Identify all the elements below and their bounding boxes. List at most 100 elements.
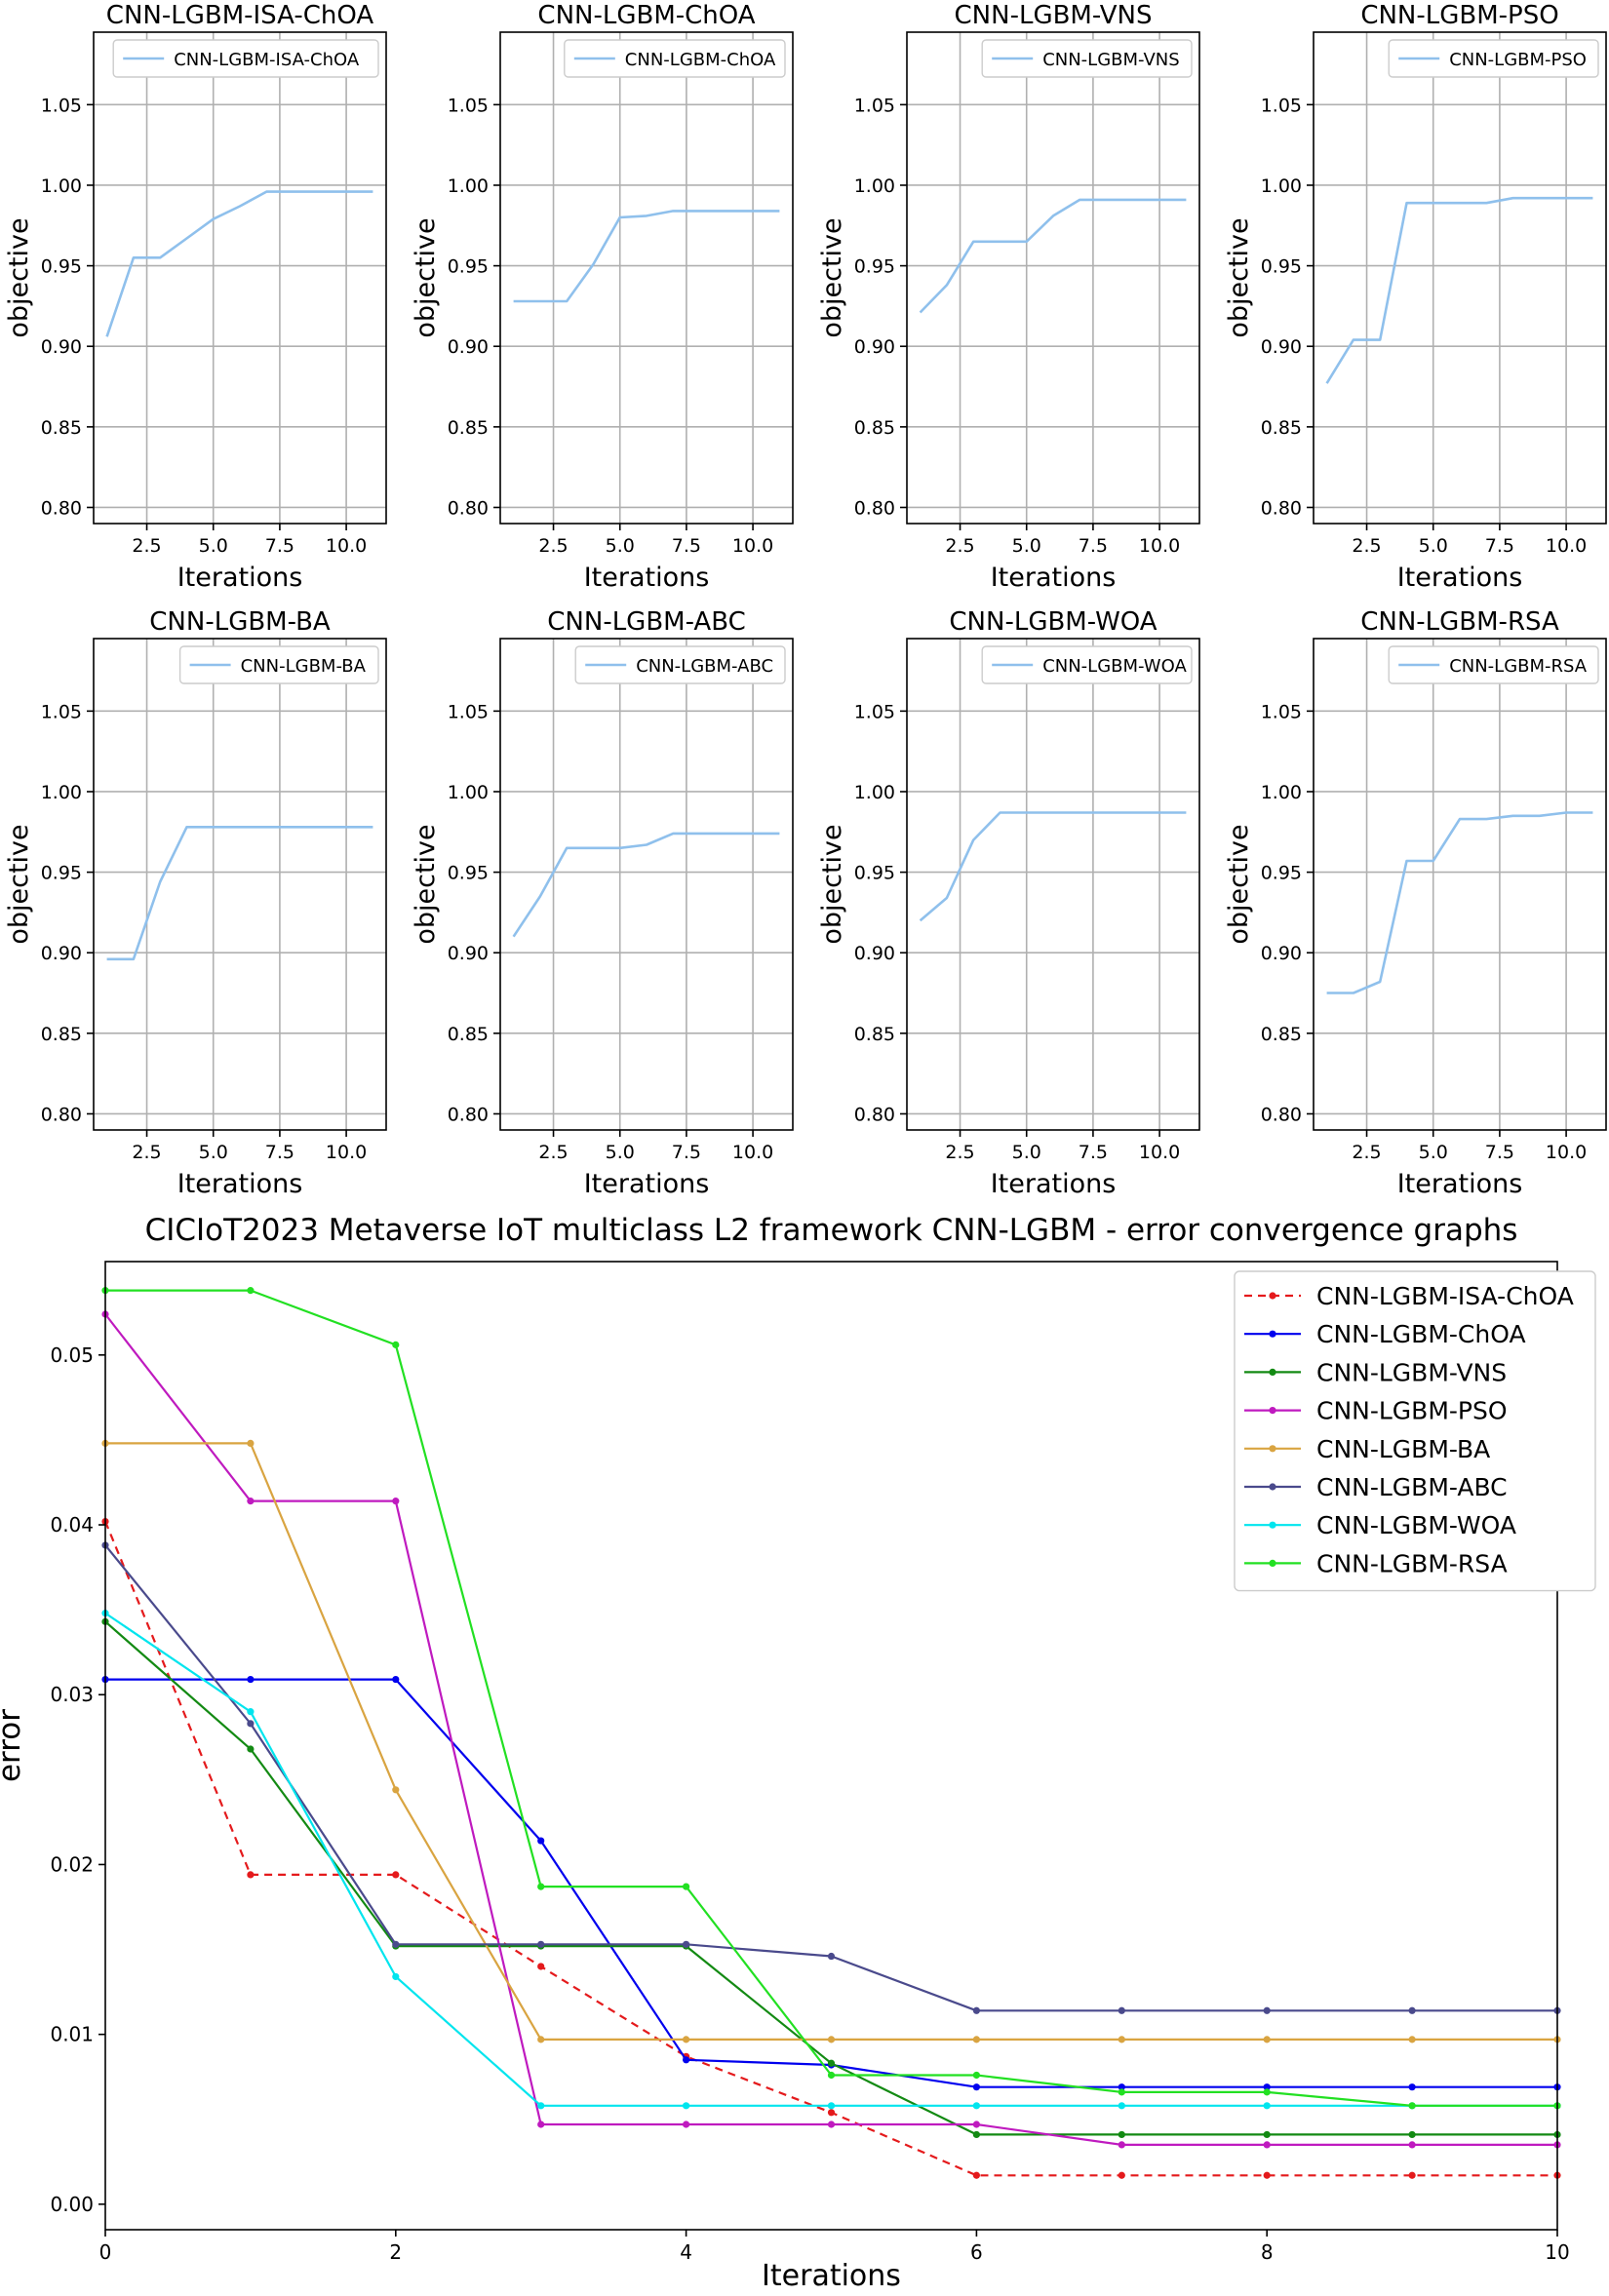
data-point xyxy=(247,1498,255,1505)
x-tick-label: 2.5 xyxy=(132,535,161,557)
y-tick-label: 1.00 xyxy=(41,782,82,803)
legend-box xyxy=(1388,39,1599,78)
x-tick-label: 10.0 xyxy=(1546,535,1587,557)
legend-label: CNN-LGBM-ABC xyxy=(636,656,773,677)
subplot-7: 2.5 5.0 7.5 10.0 0.80 0.85 0.90 0.95 1.00 1.05 CNN… xyxy=(1224,607,1607,1199)
y-tick-label: 0.95 xyxy=(854,863,895,884)
x-tick-label: 2.5 xyxy=(945,535,974,557)
data-point xyxy=(1263,2130,1271,2139)
y-tick-label: 0.95 xyxy=(1261,863,1302,884)
x-tick-label: 7.5 xyxy=(265,1142,294,1163)
y-axis-label: error xyxy=(0,1709,27,1782)
data-point xyxy=(827,2121,836,2128)
data-point xyxy=(1263,2036,1271,2043)
legend-label: CNN-LGBM-RSA xyxy=(1449,656,1588,677)
series-1 xyxy=(101,1675,1561,2091)
y-tick-label: 0.80 xyxy=(448,497,489,519)
data-point xyxy=(1263,2083,1271,2091)
x-tick-label: 2.5 xyxy=(538,1142,568,1163)
subplot-1: 2.5 5.0 7.5 10.0 0.80 0.85 0.90 0.95 1.00 1.05 CNN… xyxy=(411,1,794,593)
x-tick-label: 7.5 xyxy=(1079,535,1108,557)
x-tick-label: 8 xyxy=(1261,2240,1274,2264)
y-tick-label: 0.00 xyxy=(50,2193,94,2216)
data-point xyxy=(683,2102,690,2110)
plot-frame xyxy=(906,31,1200,525)
subplot-4: 2.5 5.0 7.5 10.0 0.80 0.85 0.90 0.95 1.00 1.05 CNN… xyxy=(4,607,387,1199)
y-tick-label: 1.00 xyxy=(1261,782,1302,803)
data-point xyxy=(392,1972,400,1981)
data-point xyxy=(247,1287,255,1295)
data-point xyxy=(827,2071,836,2080)
subplot-0: 2.5 5.0 7.5 10.0 0.80 0.85 0.90 0.95 1.00 1.05 CNN… xyxy=(4,1,387,593)
legend-marker xyxy=(1269,1559,1276,1567)
legend-marker xyxy=(1269,1445,1276,1453)
series-line xyxy=(105,1678,1557,2088)
data-point xyxy=(1408,2102,1416,2110)
x-tick-label: 2.5 xyxy=(538,535,568,557)
x-tick-label: 5.0 xyxy=(1012,1142,1041,1163)
y-tick-label: 0.95 xyxy=(1261,256,1302,278)
data-point xyxy=(683,2056,690,2064)
x-tick-label: 2.5 xyxy=(945,1142,974,1163)
y-tick-label: 1.00 xyxy=(448,782,489,803)
x-tick-label: 5.0 xyxy=(1419,1142,1448,1163)
y-tick-label: 0.80 xyxy=(854,497,895,519)
x-tick-label: 5.0 xyxy=(606,535,635,557)
y-tick-label: 0.85 xyxy=(854,1024,895,1045)
y-tick-label: 0.85 xyxy=(41,1024,82,1045)
y-tick-label: 0.95 xyxy=(41,863,82,884)
y-tick-label: 0.02 xyxy=(50,1852,94,1876)
data-point xyxy=(683,2121,690,2128)
legend-label: CNN-LGBM-WOA xyxy=(1042,656,1187,677)
data-point xyxy=(972,2171,981,2179)
data-point xyxy=(972,2130,981,2139)
x-tick-label: 5.0 xyxy=(199,535,228,557)
data-point xyxy=(972,2006,981,2014)
data-point xyxy=(972,2071,981,2080)
data-point xyxy=(1118,2102,1125,2110)
x-axis-label: Iterations xyxy=(1397,1169,1523,1199)
y-tick-label: 0.85 xyxy=(854,417,895,439)
data-point xyxy=(392,1341,400,1348)
legend-marker xyxy=(1269,1292,1276,1300)
legend-label: CNN-LGBM-PSO xyxy=(1316,1397,1508,1425)
legend-marker xyxy=(1269,1407,1276,1415)
legend-box xyxy=(981,645,1193,684)
x-tick-label: 2 xyxy=(389,2240,402,2264)
legend-label: CNN-LGBM-ISA-ChOA xyxy=(1316,1282,1574,1310)
plot-frame xyxy=(1313,638,1607,1131)
data-point xyxy=(247,1675,255,1684)
data-point xyxy=(1408,2171,1416,2179)
data-point xyxy=(247,1871,255,1879)
x-tick-label: 7.5 xyxy=(265,535,294,557)
x-tick-label: 5.0 xyxy=(1012,535,1041,557)
y-tick-label: 0.95 xyxy=(41,256,82,278)
y-tick-label: 1.00 xyxy=(41,175,82,197)
data-point xyxy=(1118,2141,1125,2149)
data-point xyxy=(1118,2130,1125,2139)
y-axis-label: objective xyxy=(4,217,34,337)
data-point xyxy=(537,2102,545,2110)
data-point xyxy=(537,1940,545,1948)
data-point xyxy=(827,2102,836,2110)
x-tick-label: 7.5 xyxy=(1079,1142,1108,1163)
plot-frame xyxy=(93,638,387,1131)
data-point xyxy=(537,1963,545,1970)
subplot-title: CNN-LGBM-ABC xyxy=(547,607,745,637)
legend-box xyxy=(574,645,786,684)
y-tick-label: 0.05 xyxy=(50,1343,94,1367)
series-line xyxy=(512,832,780,938)
plot-frame xyxy=(1313,31,1607,525)
data-point xyxy=(537,1883,545,1890)
legend-label: CNN-LGBM-VNS xyxy=(1316,1358,1507,1386)
x-tick-label: 10.0 xyxy=(1546,1142,1587,1163)
y-tick-label: 0.03 xyxy=(50,1683,94,1706)
data-point xyxy=(1263,2141,1271,2149)
legend-box xyxy=(981,39,1193,78)
y-tick-label: 1.05 xyxy=(448,701,489,722)
series-line xyxy=(106,825,373,961)
legend-marker xyxy=(1269,1368,1276,1376)
series-3 xyxy=(101,1310,1561,2149)
y-axis-label: objective xyxy=(4,824,34,944)
plot-frame xyxy=(906,638,1200,1131)
